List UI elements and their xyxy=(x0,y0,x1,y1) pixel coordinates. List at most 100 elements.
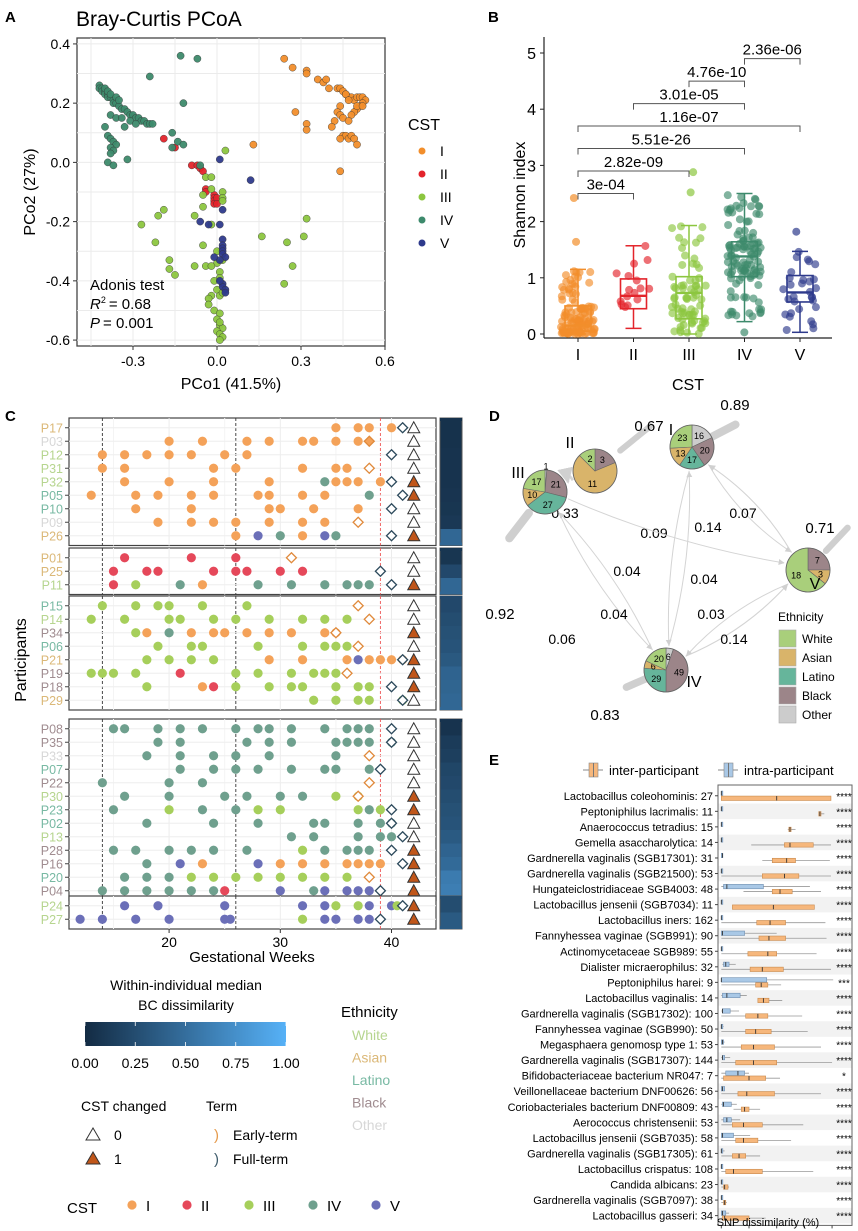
cst-changed-triangle xyxy=(406,870,421,883)
sample-point-iii xyxy=(331,695,341,705)
cst-changed-triangle xyxy=(406,912,421,925)
pcoa-point-iv xyxy=(131,120,140,128)
shannon-point-iv xyxy=(737,193,746,202)
sample-point-iv xyxy=(142,872,152,882)
transition-edge xyxy=(708,464,792,553)
significance-stars: **** xyxy=(836,994,852,1005)
cst-changed-triangle xyxy=(406,856,421,870)
sample-point-iv xyxy=(231,764,241,774)
triangle-open-icon xyxy=(85,1127,101,1141)
shannon-point-iii xyxy=(696,301,705,310)
bc-tile xyxy=(440,666,462,680)
shannon-point-iv xyxy=(723,258,732,267)
full-term-diamond xyxy=(396,421,409,434)
panel-label-b: B xyxy=(488,9,499,26)
bc-tile xyxy=(440,461,462,475)
pcoa-point-v xyxy=(221,288,230,297)
pcoa-point-i xyxy=(302,126,311,134)
significance-stars: **** xyxy=(836,1134,852,1145)
sample-point-i xyxy=(286,628,297,638)
sample-point-v xyxy=(320,886,330,896)
sample-point-iv xyxy=(364,764,374,774)
x-tick-label: II xyxy=(629,347,638,364)
sample-point-i xyxy=(164,477,174,487)
early-term-diamond xyxy=(341,667,353,680)
sample-point-i xyxy=(197,859,208,869)
sample-point-iv xyxy=(231,805,241,815)
timeline-panel xyxy=(68,895,437,930)
full-term-diamond xyxy=(385,475,398,488)
pcoa-point-iii xyxy=(159,205,168,214)
comparison-bracket xyxy=(744,58,801,65)
self-transition-label: 0.71 xyxy=(805,520,834,537)
shannon-point-iv xyxy=(724,221,733,230)
pcoa-ylabel: PCo2 (27%) xyxy=(22,148,39,235)
self-transition-loop xyxy=(622,674,652,691)
sample-point-iii xyxy=(131,668,141,678)
legend-label-inter: inter-participant xyxy=(609,763,699,778)
sample-point-iv xyxy=(386,832,397,842)
sample-point-iv xyxy=(364,490,374,500)
r2-value: = 0.68 xyxy=(109,296,151,313)
comparison-bracket xyxy=(633,103,745,110)
shannon-point-iii xyxy=(670,294,679,303)
sample-point-iii xyxy=(286,682,297,692)
pcoa-point-i xyxy=(336,134,345,143)
intra-box xyxy=(721,977,768,983)
p-value-label: 1.16e-07 xyxy=(659,109,718,126)
sample-point-iii xyxy=(375,805,385,815)
sample-point-i xyxy=(297,531,308,541)
full-term-diamond xyxy=(396,694,409,707)
sample-point-iv xyxy=(364,805,374,815)
sample-point-iv xyxy=(231,724,241,734)
pie-slice-count: 11 xyxy=(588,479,597,489)
y-tick-label: 1 xyxy=(527,271,536,288)
sample-point-i xyxy=(220,628,230,638)
pcoa-point-v xyxy=(218,205,227,214)
colorbar-tick-label: 1.00 xyxy=(272,1055,299,1071)
panel-label-d: D xyxy=(489,408,500,425)
shannon-point-iii xyxy=(686,276,695,285)
species-label: Dialister micraerophilus: 32 xyxy=(580,962,713,974)
sample-point-i xyxy=(231,517,241,527)
pie-slice-count: 10 xyxy=(527,490,537,500)
bc-tile xyxy=(440,502,462,516)
shannon-point-ii xyxy=(617,300,626,309)
sample-point-iii xyxy=(353,901,363,911)
pcoa-point-i xyxy=(291,108,300,116)
sample-point-v xyxy=(320,531,330,541)
x-tick-label: 0.3 xyxy=(291,353,311,369)
shannon-outlier xyxy=(689,168,698,177)
sample-point-iv xyxy=(353,845,363,855)
sample-point-iii xyxy=(97,601,107,611)
sample-point-iii xyxy=(186,655,196,665)
participant-label: P12 xyxy=(41,448,63,462)
inter-box xyxy=(732,1122,763,1128)
bc-tile xyxy=(440,421,462,435)
shannon-point-iv xyxy=(732,259,741,268)
sample-point-iii xyxy=(208,655,219,665)
sample-point-iv xyxy=(97,778,107,788)
species-label: Gardnerella vaginalis (SGB17301): 31 xyxy=(527,853,713,865)
shannon-point-i xyxy=(586,268,595,277)
sample-point-iv xyxy=(153,737,163,747)
self-transition-loop xyxy=(707,420,740,441)
significance-stars: **** xyxy=(836,1149,852,1160)
sample-point-i xyxy=(264,655,274,665)
sample-point-iv xyxy=(120,791,130,801)
pcoa-point-iii xyxy=(257,232,266,241)
plot-frame xyxy=(717,784,853,1226)
sample-point-i xyxy=(153,517,163,527)
sample-point-iii xyxy=(153,601,163,611)
shannon-point-v xyxy=(795,305,804,314)
cst-unchanged-triangle xyxy=(406,598,421,612)
sample-point-iii xyxy=(297,914,308,924)
significance-stars: **** xyxy=(836,1009,852,1020)
sample-point-i xyxy=(320,490,330,500)
sample-point-iii xyxy=(331,668,341,678)
sample-point-iii xyxy=(342,872,352,882)
comparison-bracket xyxy=(577,125,801,133)
x-tick-label: -0.3 xyxy=(121,353,145,369)
species-label: Gardnerella vaginalis (SGB17307): 144 xyxy=(521,1055,713,1067)
bc-tile xyxy=(440,612,462,626)
